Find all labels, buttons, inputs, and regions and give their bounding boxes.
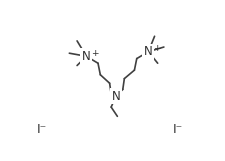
Text: N: N <box>82 50 90 63</box>
Text: +: + <box>91 49 98 58</box>
Text: +: + <box>152 44 160 53</box>
Text: N: N <box>143 45 152 58</box>
Text: N: N <box>111 90 120 103</box>
Text: I⁻: I⁻ <box>172 123 182 136</box>
Text: I⁻: I⁻ <box>37 123 47 136</box>
